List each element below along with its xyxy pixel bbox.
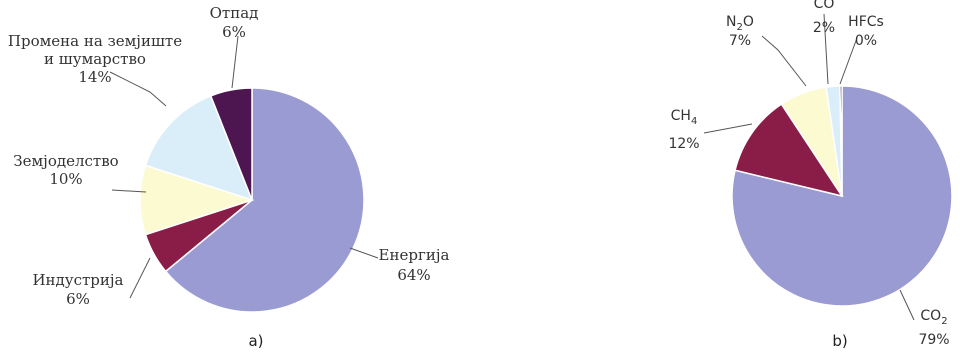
leader-line-hfcs: [839, 37, 858, 85]
pie-a-slice-енергија: [164, 87, 365, 313]
leader-line-zemjodelstvo: [111, 189, 147, 193]
slice-label-n2o-after: O: [743, 14, 754, 30]
pie-a-slice-отпад: [209, 87, 253, 201]
pie-a-slice-промена-на-земјиште-и-шумарство: [144, 94, 254, 202]
slice-label-n2o-sub: 2: [737, 22, 743, 33]
panel-label-a: a): [248, 332, 263, 350]
slice-label-energija: Енергија: [379, 246, 450, 264]
leader-line-ch4: [703, 123, 753, 134]
leader-line-co2: [899, 289, 915, 321]
slice-value-co2: 79%: [918, 332, 949, 348]
slice-value-zemjodelstvo: 10%: [49, 170, 82, 188]
pie-b-slice-ch4: [734, 103, 844, 198]
pie-chart-a: Отпад 6% Промена на земјиште и шумарство…: [8, 4, 450, 350]
slice-label-zemjodelstvo: Земјоделство: [13, 152, 118, 170]
leader-line-promena: [109, 71, 167, 107]
slice-label-industrija: Индустрија: [32, 271, 123, 289]
slice-value-hfcs: 0%: [855, 33, 877, 49]
slice-label-co: CO: [814, 0, 835, 12]
slice-value-ch4: 12%: [668, 136, 699, 152]
slice-label-n2o: N2O: [726, 14, 754, 33]
slice-value-co: 2%: [813, 20, 835, 36]
slice-label-co2-main: CO: [920, 308, 941, 324]
slice-label-co2: CO2: [920, 308, 947, 327]
leader-line-co: [823, 13, 829, 85]
slice-value-industrija: 6%: [66, 290, 90, 308]
slice-label-promena-line1: Промена на земјиште: [8, 32, 182, 50]
slice-label-ch4-main: CH: [671, 108, 691, 124]
slice-label-promena-line2: и шумарство: [44, 50, 146, 68]
panel-label-b: b): [832, 332, 847, 350]
slice-value-energija: 64%: [397, 266, 430, 284]
pie-b-slices: [731, 85, 953, 307]
pie-b-slice-hfcs: [839, 85, 843, 197]
slice-value-n2o: 7%: [729, 33, 751, 49]
slice-label-otpad: Отпад: [210, 4, 259, 22]
pie-chart-b: N2O 7% CO 2% HFCs 0% CH4 12% CO2 79% b): [668, 0, 953, 350]
slice-value-promena: 14%: [78, 68, 111, 86]
leader-line-n2o: [761, 35, 807, 87]
leader-line-otpad: [231, 35, 239, 89]
slice-label-n2o-main: N: [726, 14, 736, 30]
leader-line-energija: [349, 247, 379, 259]
leader-line-industrija: [129, 257, 151, 299]
slice-label-hfcs: HFCs: [848, 14, 884, 30]
slice-label-co2-sub: 2: [941, 316, 947, 327]
pie-a-slices: [139, 87, 365, 313]
slice-label-ch4-sub: 4: [691, 116, 697, 127]
slice-value-otpad: 6%: [222, 23, 246, 41]
slice-label-ch4: CH4: [671, 108, 698, 127]
